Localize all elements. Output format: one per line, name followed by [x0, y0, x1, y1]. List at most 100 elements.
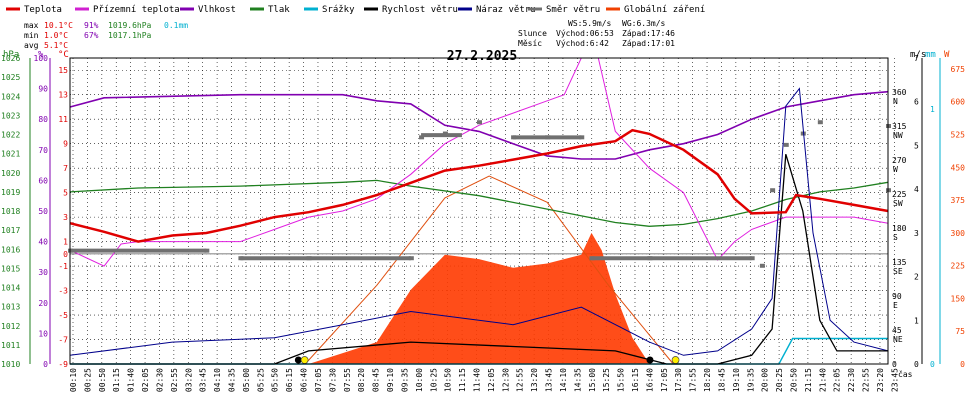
x-tick-label: 16:15 [631, 368, 640, 392]
stats-row-label: avg [24, 41, 39, 50]
radiation-tick: 525 [951, 131, 966, 140]
temperature-tick: -3 [58, 287, 68, 296]
x-axis-label: čas [898, 369, 913, 379]
x-tick-label: 02:30 [155, 368, 164, 392]
x-tick-label: 17:05 [660, 368, 669, 392]
x-tick-label: 17:55 [689, 368, 698, 392]
pressure-tick: 1022 [1, 131, 20, 140]
series-global-radiation [70, 232, 888, 364]
x-tick-label: 20:00 [761, 368, 770, 392]
pressure-tick: 1016 [1, 245, 20, 254]
sunrise-marker [300, 356, 309, 364]
legend-label: Vlhkost [198, 5, 236, 15]
pressure-tick: 1014 [1, 284, 20, 293]
moon-label: Měsíc [518, 39, 542, 48]
x-tick-label: 17:30 [674, 368, 683, 392]
direction-tick: 135 [892, 258, 907, 267]
radiation-tick: 600 [951, 98, 966, 107]
pressure-tick: 1013 [1, 303, 20, 312]
direction-tick: 360 [892, 88, 907, 97]
rain-tick: 1 [930, 105, 935, 114]
temperature-tick: 11 [58, 115, 68, 124]
x-tick-label: 01:15 [112, 368, 121, 392]
legend-label: Srážky [322, 5, 355, 15]
wind-tick: 4 [914, 185, 919, 194]
x-tick-label: 10:50 [444, 368, 453, 392]
plot-frame [69, 57, 889, 365]
chart-axes: 00:10 00:25 00:50 01:15 01:40 02:05 02:30 02:55… [1, 50, 965, 392]
temperature-tick: 3 [63, 213, 68, 222]
wind-tick: 2 [914, 273, 919, 282]
x-tick-label: 12:30 [501, 368, 510, 392]
sun-label: Slunce [518, 29, 547, 38]
direction-tick: 270 [892, 156, 907, 165]
humidity-tick: 30 [38, 268, 48, 277]
x-tick-label: 02:05 [141, 368, 150, 392]
x-tick-label: 22:05 [833, 368, 842, 392]
wind-direction-mark [408, 256, 414, 261]
sunset-time: Západ:17:46 [622, 29, 675, 38]
direction-tick: 45 [892, 326, 902, 335]
x-tick-label: 07:55 [343, 368, 352, 392]
temperature-tick: 1 [63, 238, 68, 247]
direction-compass-tick: S [893, 233, 898, 242]
stats-rain: 0.1mm [164, 21, 188, 30]
direction-compass-tick: SW [893, 199, 903, 208]
pressure-tick: 1012 [1, 322, 20, 331]
series-clear-sky-radiation [304, 175, 674, 365]
x-tick-label: 20:50 [790, 368, 799, 392]
x-tick-label: 09:35 [400, 368, 409, 392]
x-tick-label: 20:25 [775, 368, 784, 392]
wind-tick: 6 [914, 98, 919, 107]
radiation-tick: 675 [951, 65, 966, 74]
x-tick-label: 21:15 [804, 368, 813, 392]
x-tick-label: 23:20 [876, 368, 885, 392]
temperature-tick: 0 [63, 250, 68, 259]
x-tick-label: 19:35 [746, 368, 755, 392]
legend-label: Globální záření [624, 5, 705, 15]
pressure-tick: 1025 [1, 73, 20, 82]
radiation-tick: 450 [951, 163, 966, 172]
temperature-axis-label: °C [58, 50, 69, 60]
chart-plot-area [68, 57, 891, 365]
pressure-tick: 1017 [1, 226, 20, 235]
humidity-tick: 0 [43, 360, 48, 369]
x-tick-label: 08:45 [372, 368, 381, 392]
humidity-tick: 20 [38, 299, 48, 308]
stats-temperature: 1.0°C [44, 31, 68, 40]
pressure-tick: 1019 [1, 188, 20, 197]
x-tick-label: 15:50 [617, 368, 626, 392]
radiation-axis-label: W [944, 50, 950, 60]
temperature-tick: -5 [58, 311, 68, 320]
temperature-tick: 15 [58, 66, 68, 75]
x-tick-label: 15:00 [588, 368, 597, 392]
wind-direction-mark [749, 256, 755, 261]
x-tick-label: 04:35 [228, 368, 237, 392]
wind-direction-mark [783, 142, 789, 147]
radiation-tick: 150 [951, 294, 966, 303]
direction-tick: 90 [892, 292, 902, 301]
chart-legend: Teplota Přízemní teplota Vlhkost Tlak Srážky… [6, 5, 705, 15]
x-tick-label: 07:05 [314, 368, 323, 392]
direction-compass-tick: SE [893, 267, 903, 276]
wind-direction-mark [759, 263, 765, 268]
stats-temperature: 10.1°C [44, 21, 73, 30]
radiation-tick: 300 [951, 229, 966, 238]
wind-tick: 7 [914, 54, 919, 63]
x-tick-label: 09:10 [386, 368, 395, 392]
pressure-tick: 1021 [1, 150, 20, 159]
x-tick-label: 10:25 [429, 368, 438, 392]
direction-tick: 180 [892, 224, 907, 233]
x-tick-label: 07:30 [328, 368, 337, 392]
pressure-tick: 1010 [1, 360, 20, 369]
x-tick-label: 10:00 [415, 368, 424, 392]
series-humidity [69, 90, 889, 160]
x-tick-label: 03:20 [184, 368, 193, 392]
x-tick-label: 03:45 [199, 368, 208, 392]
chart-title: 27.2.2025 [447, 49, 517, 64]
temperature-tick: 13 [58, 91, 68, 100]
pressure-tick: 1015 [1, 264, 20, 273]
x-tick-label: 01:40 [127, 368, 136, 392]
radiation-tick: 75 [955, 327, 965, 336]
